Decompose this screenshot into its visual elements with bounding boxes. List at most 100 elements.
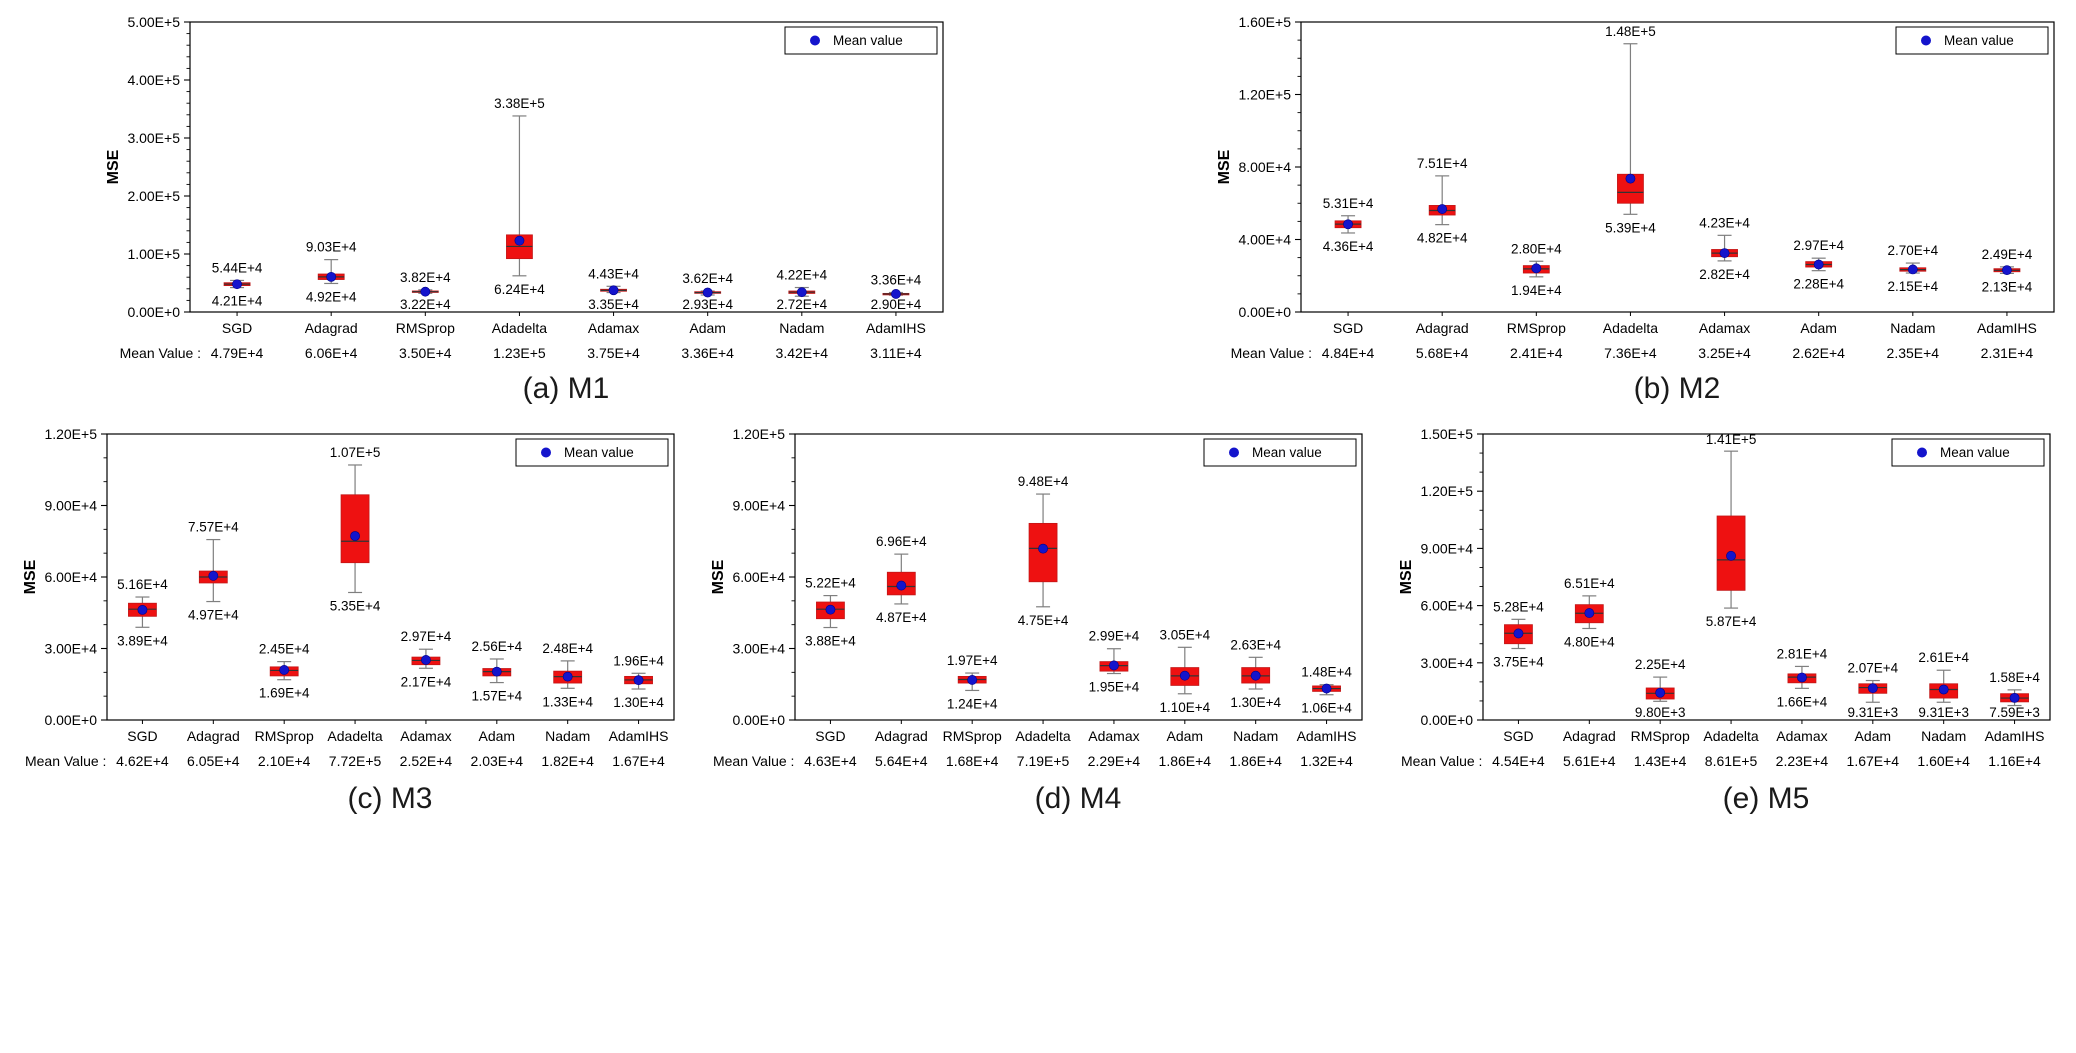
box-series-RMSprop: 2.80E+4 1.94E+4 (1511, 241, 1562, 298)
y-axis-title: MSE (1216, 149, 1233, 184)
max-value-label: 5.22E+4 (805, 576, 856, 591)
max-value-label: 2.63E+4 (1230, 637, 1281, 652)
mean-row-value: 4.54E+4 (1492, 753, 1545, 769)
y-tick-label: 5.00E+5 (127, 14, 180, 30)
legend-mean-dot-icon (810, 35, 820, 46)
bottom-row: 0.00E+0 3.00E+4 6.00E+4 9.00E+4 1.20E+5 MSE SG… (0, 406, 2076, 816)
box-series-Nadam: 2.63E+4 1.30E+4 (1230, 637, 1281, 710)
min-value-label: 4.36E+4 (1323, 239, 1374, 254)
max-value-label: 2.81E+4 (1777, 646, 1828, 661)
plot-frame (189, 21, 944, 313)
max-value-label: 2.48E+4 (542, 641, 593, 656)
mean-row-value: 3.50E+4 (399, 345, 452, 361)
x-category-label: Adagrad (1416, 320, 1469, 336)
boxplot-m2: 0.00E+0 4.00E+4 8.00E+4 1.20E+5 1.60E+5 MSE SG… (1216, 14, 2055, 361)
max-value-label: 1.96E+4 (613, 653, 664, 668)
max-value-label: 2.25E+4 (1635, 657, 1686, 672)
x-category-label: Adamax (1699, 320, 1750, 336)
min-value-label: 1.24E+4 (947, 696, 998, 711)
panel-m2: 0.00E+0 4.00E+4 8.00E+4 1.20E+5 1.60E+5 MSE SG… (1206, 10, 2066, 406)
y-tick-label: 9.00E+4 (1420, 540, 1473, 556)
plot-frame (1482, 433, 2051, 721)
box-series-Adam: 2.56E+4 1.57E+4 (471, 639, 522, 704)
min-value-label: 1.57E+4 (471, 689, 522, 704)
x-category-label: Adadelta (327, 728, 382, 744)
x-axis: SGD Adagrad RMSprop Adadelta Adamax Adam Nadam… (1503, 720, 2045, 744)
legend-label: Mean value (1944, 33, 2014, 48)
y-axis: 0.00E+0 3.00E+4 6.00E+4 9.00E+4 1.20E+5 (732, 426, 795, 728)
mean-row-value: 2.03E+4 (471, 753, 524, 769)
mean-dot (420, 286, 431, 297)
x-category-label: RMSprop (1507, 320, 1566, 336)
mean-dot (891, 289, 901, 299)
max-value-label: 2.45E+4 (259, 642, 310, 657)
box-series-Adam: 3.62E+4 2.93E+4 (682, 271, 733, 312)
mean-row-value: 1.86E+4 (1229, 753, 1282, 769)
y-axis: 0.00E+0 4.00E+4 8.00E+4 1.20E+5 1.60E+5 (1238, 14, 1301, 320)
mean-dot (1109, 660, 1119, 671)
min-value-label: 4.75E+4 (1018, 613, 1069, 628)
mean-dot (1719, 248, 1730, 258)
x-category-label: Nadam (1233, 728, 1278, 744)
x-category-label: Adagrad (875, 728, 928, 744)
min-value-label: 1.06E+4 (1301, 701, 1352, 716)
mean-row-value: 1.43E+4 (1634, 753, 1687, 769)
panel-m4: 0.00E+0 3.00E+4 6.00E+4 9.00E+4 1.20E+5 MSE SG… (700, 420, 1376, 816)
caption-m2: (b) M2 (1633, 372, 1721, 405)
box-series-SGD: 5.44E+4 4.21E+4 (212, 260, 263, 308)
min-value-label: 1.94E+4 (1511, 283, 1562, 298)
legend-mean-dot-icon (541, 447, 551, 458)
mean-row-value: 8.61E+5 (1705, 753, 1758, 769)
x-category-label: Adam (1167, 728, 1204, 744)
caption-m5: (e) M5 (1722, 782, 1810, 815)
x-category-label: Adam (479, 728, 516, 744)
box-series-Adadelta: 1.41E+5 5.87E+4 (1706, 432, 1757, 629)
legend-box (784, 26, 938, 55)
mean-row-value: 2.41E+4 (1510, 345, 1563, 361)
min-value-label: 3.75E+4 (1493, 655, 1544, 670)
max-value-label: 3.38E+5 (494, 96, 545, 111)
y-tick-label: 2.00E+5 (127, 188, 180, 204)
mean-row-value: 4.79E+4 (211, 345, 264, 361)
max-value-label: 2.61E+4 (1918, 650, 1969, 665)
x-category-label: SGD (127, 728, 157, 744)
x-category-label: AdamIHS (866, 320, 926, 336)
y-tick-label: 4.00E+5 (127, 72, 180, 88)
min-value-label: 1.66E+4 (1777, 694, 1828, 709)
max-value-label: 4.22E+4 (776, 268, 827, 283)
box-series-Adagrad: 7.51E+4 4.82E+4 (1417, 156, 1468, 246)
x-category-label: Adadelta (1703, 728, 1758, 744)
max-value-label: 3.82E+4 (400, 270, 451, 285)
box-series-Nadam: 2.70E+4 2.15E+4 (1887, 243, 1938, 294)
mean-dot (208, 570, 219, 581)
mean-dot (421, 655, 431, 665)
y-axis: 0.00E+0 1.00E+5 2.00E+5 3.00E+5 4.00E+5 5.00E… (127, 14, 190, 320)
max-value-label: 4.43E+4 (588, 266, 639, 281)
box-series-Adagrad: 9.03E+4 4.92E+4 (306, 240, 357, 305)
mean-dot (825, 604, 836, 615)
mean-dot (326, 271, 337, 282)
panel-m5: 0.00E+0 3.00E+4 6.00E+4 9.00E+4 1.20E+5 1.50E… (1388, 420, 2064, 816)
mean-dot (350, 531, 360, 541)
min-value-label: 2.28E+4 (1793, 277, 1844, 292)
mean-dot (1813, 259, 1824, 270)
mean-row-value: 2.31E+4 (1981, 345, 2034, 361)
boxplot-m1: 0.00E+0 1.00E+5 2.00E+5 3.00E+5 4.00E+5 5.00E… (105, 14, 944, 361)
mean-dot (232, 279, 242, 290)
y-tick-label: 6.00E+4 (732, 569, 785, 585)
mean-dot (1513, 628, 1524, 639)
min-value-label: 2.72E+4 (776, 297, 827, 312)
mean-row-value: 1.68E+4 (946, 753, 999, 769)
mean-dot (1038, 543, 1048, 554)
mean-dot (967, 675, 978, 685)
max-value-label: 2.56E+4 (471, 639, 522, 654)
min-value-label: 2.82E+4 (1699, 267, 1750, 282)
x-category-label: AdamIHS (1985, 728, 2045, 744)
mean-dot (1797, 672, 1807, 683)
mean-row-value: 3.75E+4 (587, 345, 640, 361)
min-value-label: 9.31E+3 (1847, 705, 1898, 720)
box-series-SGD: 5.28E+4 3.75E+4 (1493, 599, 1544, 669)
x-category-label: Adagrad (1563, 728, 1616, 744)
min-value-label: 5.35E+4 (330, 598, 381, 613)
